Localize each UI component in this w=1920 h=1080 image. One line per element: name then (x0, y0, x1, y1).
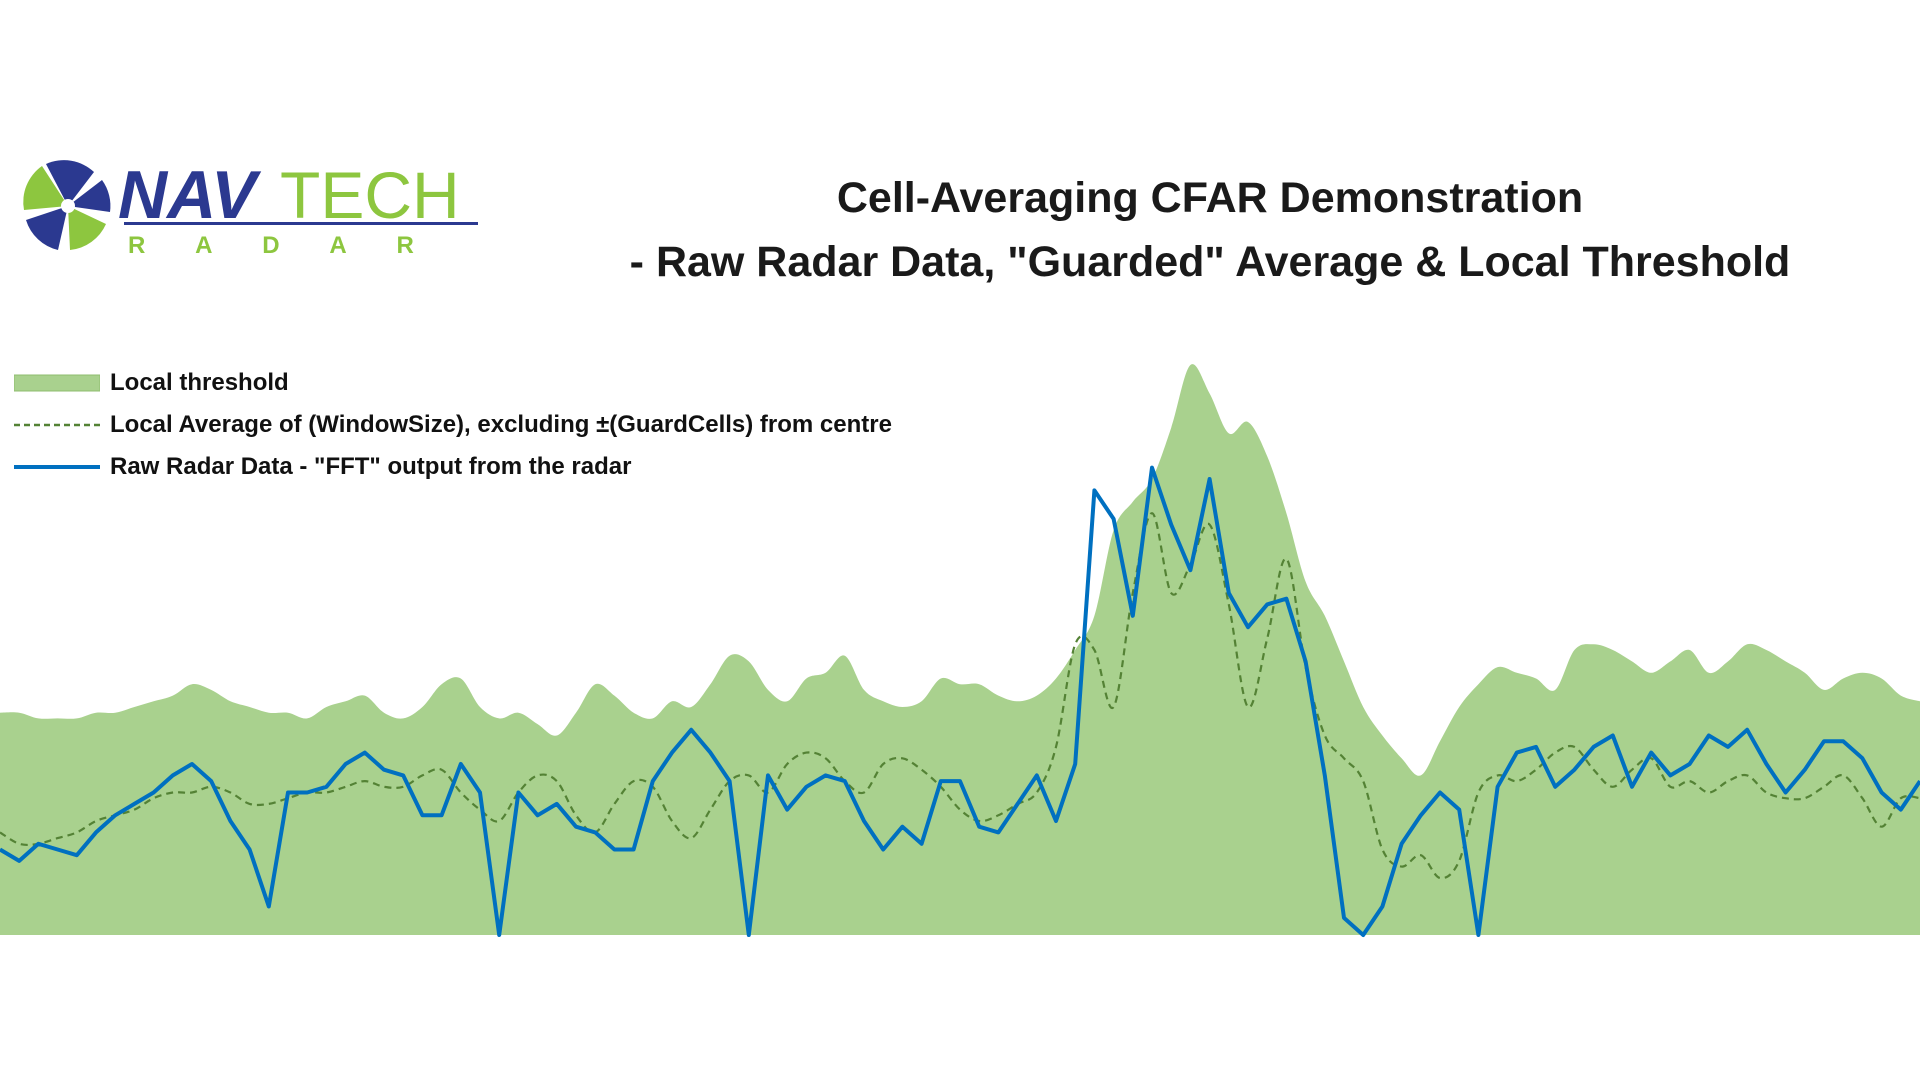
series-threshold-area (0, 364, 1920, 935)
legend-item-raw: Raw Radar Data - "FFT" output from the r… (14, 446, 892, 488)
logo-divider (124, 222, 478, 225)
legend-item-threshold: Local threshold (14, 362, 892, 404)
legend-item-average: Local Average of (WindowSize), excluding… (14, 404, 892, 446)
logo-brand-tech: TECH (280, 158, 460, 232)
legend-swatch-average (14, 415, 100, 435)
logo-brand-sub: R A D A R (128, 232, 436, 259)
chart-title-line-2: - Raw Radar Data, "Guarded" Average & Lo… (629, 238, 1791, 286)
chart-title-line-1: Cell-Averaging CFAR Demonstration (836, 174, 1584, 222)
logo-brand-nav: NAV (118, 157, 262, 233)
series-raw-line (0, 465, 1920, 937)
legend-label-raw: Raw Radar Data - "FFT" output from the r… (110, 453, 632, 480)
legend-label-average: Local Average of (WindowSize), excluding… (110, 411, 892, 438)
legend-swatch-threshold (14, 373, 100, 393)
chart-title: Cell-Averaging CFAR Demonstration - Raw … (560, 166, 1860, 294)
legend-label-threshold: Local threshold (110, 369, 289, 396)
radar-sweep-icon (23, 160, 111, 250)
navtech-radar-logo: NAV TECH R A D A R (23, 157, 478, 259)
legend: Local threshold Local Average of (Window… (14, 362, 892, 488)
legend-swatch-raw (14, 457, 100, 477)
